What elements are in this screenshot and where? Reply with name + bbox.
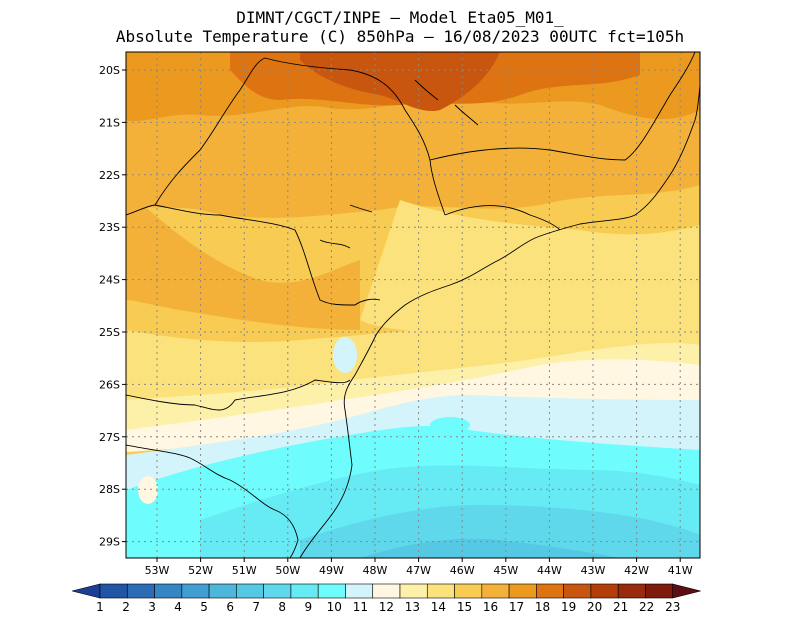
coastlines-borders: [126, 52, 700, 558]
longitude-labels: 53W 52W 51W 50W 49W 48W 47W 46W 45W 44W 43W 42W 41W: [145, 558, 693, 577]
latitude-labels: 20S 21S 22S 23S 24S 25S 26S 27S 28S 29S: [99, 64, 126, 549]
latitude-label: 20S: [99, 64, 120, 77]
latitude-label: 29S: [99, 536, 120, 549]
latitude-label: 22S: [99, 169, 120, 182]
latitude-label: 25S: [99, 326, 120, 339]
longitude-label: 44W: [537, 564, 562, 577]
longitude-label: 50W: [275, 564, 300, 577]
temperature-field: [126, 52, 700, 558]
map-title-line-1: DIMNT/CGCT/INPE – Model Eta05_M01_: [236, 8, 564, 27]
longitude-label: 43W: [581, 564, 606, 577]
longitude-label: 42W: [624, 564, 649, 577]
latitude-label: 26S: [99, 378, 120, 391]
longitude-label: 45W: [493, 564, 518, 577]
latitude-label: 24S: [99, 274, 120, 287]
latitude-label: 28S: [99, 483, 120, 496]
longitude-label: 51W: [232, 564, 257, 577]
longitude-label: 48W: [363, 564, 388, 577]
longitude-label: 49W: [319, 564, 344, 577]
longitude-label: 47W: [406, 564, 431, 577]
longitude-label: 53W: [145, 564, 170, 577]
longitude-label: 41W: [668, 564, 693, 577]
graticule: [126, 52, 700, 558]
map-frame: [125, 51, 701, 559]
latitude-label: 23S: [99, 221, 120, 234]
map-title-line-2: Absolute Temperature (C) 850hPa – 16/08/…: [115, 27, 685, 46]
longitude-label: 52W: [188, 564, 213, 577]
longitude-label: 46W: [450, 564, 475, 577]
latitude-label: 27S: [99, 431, 120, 444]
latitude-label: 21S: [99, 116, 120, 129]
